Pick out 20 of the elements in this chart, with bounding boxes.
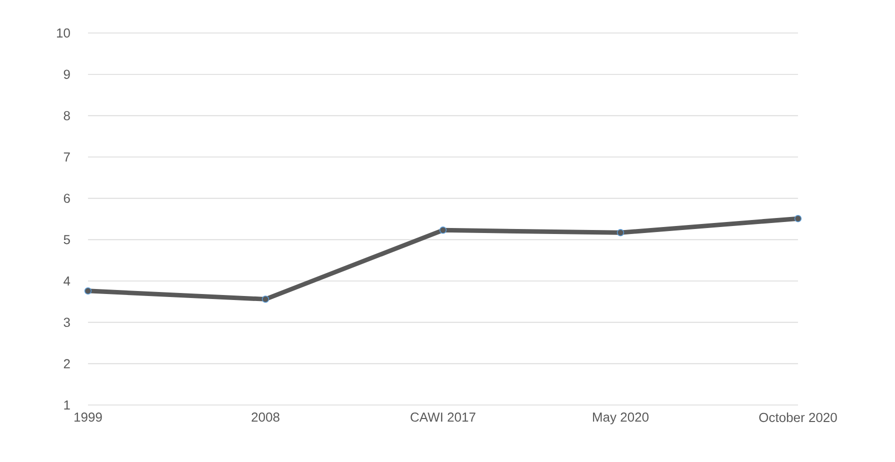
point <box>262 296 270 303</box>
y-tick-label: 9 <box>64 70 70 79</box>
y-tick-label: 7 <box>64 152 70 162</box>
x-tick-label: CAWI 2017 <box>410 412 476 422</box>
x-tick-label: 2008 <box>252 412 280 422</box>
y-tick-label: 10 <box>57 28 70 38</box>
point <box>439 226 447 234</box>
y-tick-label: 2 <box>64 359 70 368</box>
point <box>616 229 624 236</box>
y-tick-label: 5 <box>64 235 70 244</box>
point <box>794 214 802 222</box>
y-tick-label: 6 <box>64 194 70 203</box>
x-tick-label: May 2020 <box>593 412 649 424</box>
point <box>84 287 92 295</box>
y-tick-label: 4 <box>64 276 70 286</box>
y-tick-label: 3 <box>64 318 70 327</box>
y-tick-label: 1 <box>64 400 70 410</box>
x-tick-label: 1999 <box>74 412 102 422</box>
x-tick-label: October 2020 <box>759 412 837 422</box>
y-tick-label: 8 <box>64 111 70 120</box>
